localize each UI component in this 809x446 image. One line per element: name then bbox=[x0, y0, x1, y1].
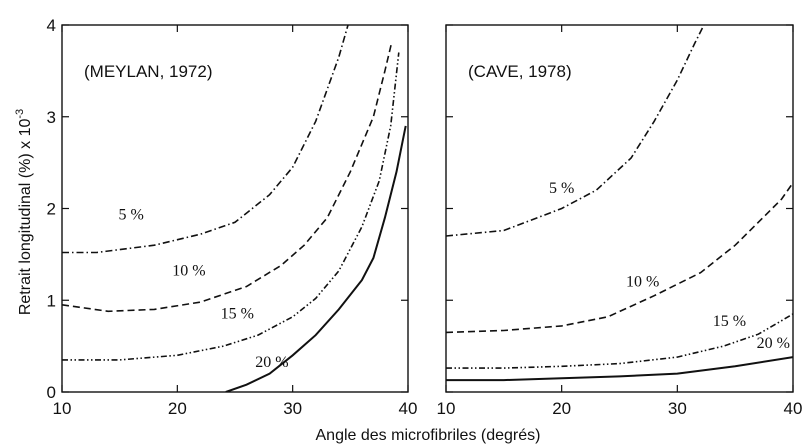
curve-label: 20 % bbox=[757, 335, 790, 352]
curve-label: 10 % bbox=[172, 262, 205, 279]
series-line bbox=[62, 41, 393, 313]
y-tick-label: 1 bbox=[47, 291, 56, 310]
series-line bbox=[446, 356, 793, 382]
y-tick-label: 0 bbox=[47, 383, 56, 402]
x-tick-label: 30 bbox=[283, 399, 302, 418]
series-line bbox=[446, 182, 793, 334]
y-tick-label: 2 bbox=[47, 200, 56, 219]
x-tick-label: 30 bbox=[668, 399, 687, 418]
y-tick-label: 3 bbox=[47, 108, 56, 127]
y-axis-label: Retrait longitudinal (%) x 10-3 bbox=[14, 109, 34, 315]
x-tick-label: 20 bbox=[552, 399, 571, 418]
y-tick-label: 4 bbox=[47, 16, 56, 35]
series-line bbox=[446, 313, 793, 369]
series-line bbox=[62, 25, 349, 254]
x-tick-label: 10 bbox=[53, 399, 72, 418]
panel-2: 10 20 30 40 (CAVE, 1978) 5 % 10 % 15 % 20 % bbox=[437, 24, 803, 418]
x-axis-label: Angle des microfibriles (degrés) bbox=[316, 427, 541, 444]
panel-title: (MEYLAN, 1972) bbox=[84, 62, 213, 81]
curve-label: 10 % bbox=[626, 273, 659, 290]
y-axis-label-exponent: -3 bbox=[14, 109, 26, 119]
curve-label: 5 % bbox=[549, 180, 574, 197]
series-line bbox=[225, 125, 407, 392]
x-tick-label: 10 bbox=[437, 399, 456, 418]
curve-label: 15 % bbox=[713, 313, 746, 330]
y-axis-label-main: Retrait longitudinal (%) x 10 bbox=[17, 119, 34, 316]
curve-label: 15 % bbox=[221, 306, 254, 323]
x-tick-label: 40 bbox=[784, 399, 803, 418]
curve-label: 5 % bbox=[119, 207, 144, 224]
x-tick-label: 40 bbox=[399, 399, 418, 418]
panel-1: 0 1 2 3 4 10 20 30 40 (MEYLAN, 1972) 5 % 10 % 15 % 20… bbox=[47, 16, 418, 418]
x-tick-label: 20 bbox=[168, 399, 187, 418]
curve-label: 20 % bbox=[255, 354, 288, 371]
series-line bbox=[446, 25, 705, 237]
series-line bbox=[62, 52, 400, 361]
panel-title: (CAVE, 1978) bbox=[468, 62, 572, 81]
